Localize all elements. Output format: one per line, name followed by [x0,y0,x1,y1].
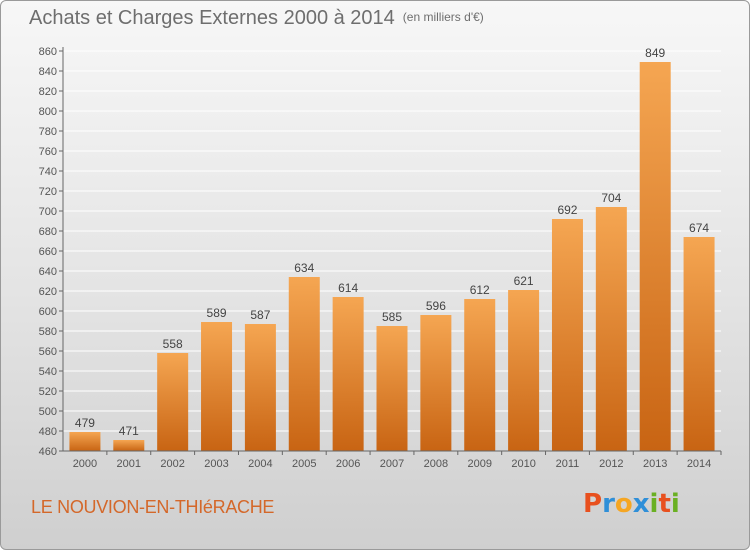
data-label-2003: 589 [207,306,227,320]
y-tick-label: 580 [39,326,57,338]
x-tick-label-2014: 2014 [687,458,711,470]
x-tick-label-2008: 2008 [424,458,448,470]
y-tick-label: 780 [39,126,57,138]
bar-2012 [595,207,627,451]
y-tick-label: 840 [39,66,57,78]
x-tick-label-2005: 2005 [292,458,316,470]
data-label-2010: 621 [514,274,534,288]
y-tick-label: 640 [39,266,57,278]
bar-2000 [69,432,101,451]
x-tick-label-2000: 2000 [73,458,97,470]
bar-2013 [639,62,671,451]
data-label-2005: 634 [294,261,314,275]
labels: 460 480 500 520 540 560 580 600 620 640 660 680 700 7… [39,46,712,470]
bar-2007 [376,326,408,451]
chart-unit: (en milliers d'€) [402,10,484,24]
logo-letter: P [583,489,603,519]
y-tick-label: 820 [39,86,57,98]
y-tick-label: 700 [39,206,57,218]
bars [69,62,715,451]
data-label-2008: 596 [426,299,446,313]
bar-2008 [420,315,452,451]
x-tick-label-2010: 2010 [511,458,535,470]
axes [59,47,722,455]
logo-letter: o [614,489,633,519]
y-tick-label: 560 [39,346,57,358]
data-label-2006: 614 [338,281,358,295]
x-tick-label-2002: 2002 [160,458,184,470]
y-tick-label: 660 [39,246,57,258]
x-tick-label-2006: 2006 [336,458,360,470]
y-tick-label: 720 [39,186,57,198]
proxiti-logo: Proxiti [583,489,680,519]
bar-2003 [201,322,233,451]
y-tick-label: 500 [39,406,57,418]
x-tick-label-2011: 2011 [556,458,580,470]
data-label-2014: 674 [689,221,709,235]
logo-letter: r [602,489,615,519]
data-label-2009: 612 [470,283,490,297]
bar-2006 [332,297,364,451]
y-tick-label: 740 [39,166,57,178]
data-label-2007: 585 [382,310,402,324]
x-tick-label-2012: 2012 [599,458,623,470]
data-label-2002: 558 [163,337,183,351]
bar-2001 [113,440,145,451]
x-tick-label-2013: 2013 [643,458,667,470]
data-label-2001: 471 [119,424,139,438]
x-tick-label-2009: 2009 [467,458,491,470]
logo-letter: t [658,489,671,519]
x-tick-label-2007: 2007 [380,458,404,470]
y-tick-label: 800 [39,106,57,118]
bar-2004 [244,324,276,451]
data-label-2012: 704 [601,191,621,205]
bar-2009 [464,299,496,451]
y-tick-label: 460 [39,446,57,458]
chart-title: Achats et Charges Externes 2000 à 2014 (e… [29,7,484,30]
data-label-2000: 479 [75,416,95,430]
bar-2010 [508,290,540,451]
chart-title-text: Achats et Charges Externes 2000 à 2014 [29,7,395,29]
logo-letter: i [670,489,680,519]
bar-2002 [157,353,189,451]
bar-2005 [288,277,320,451]
logo-letter: i [649,489,659,519]
y-tick-label: 680 [39,226,57,238]
x-tick-label-2001: 2001 [117,458,141,470]
commune-name: LE NOUVION-EN-THIéRACHE [31,497,275,517]
y-tick-label: 520 [39,386,57,398]
y-tick-label: 540 [39,366,57,378]
y-tick-label: 860 [39,46,57,58]
y-tick-label: 480 [39,426,57,438]
data-label-2004: 587 [250,308,270,322]
data-label-2011: 692 [557,203,577,217]
x-tick-label-2003: 2003 [204,458,228,470]
logo-letter: x [632,489,650,519]
y-tick-label: 600 [39,306,57,318]
bar-2014 [683,237,715,451]
y-tick-label: 620 [39,286,57,298]
x-tick-label-2004: 2004 [248,458,272,470]
bar-2011 [551,219,583,451]
data-label-2013: 849 [645,46,665,60]
y-tick-label: 760 [39,146,57,158]
